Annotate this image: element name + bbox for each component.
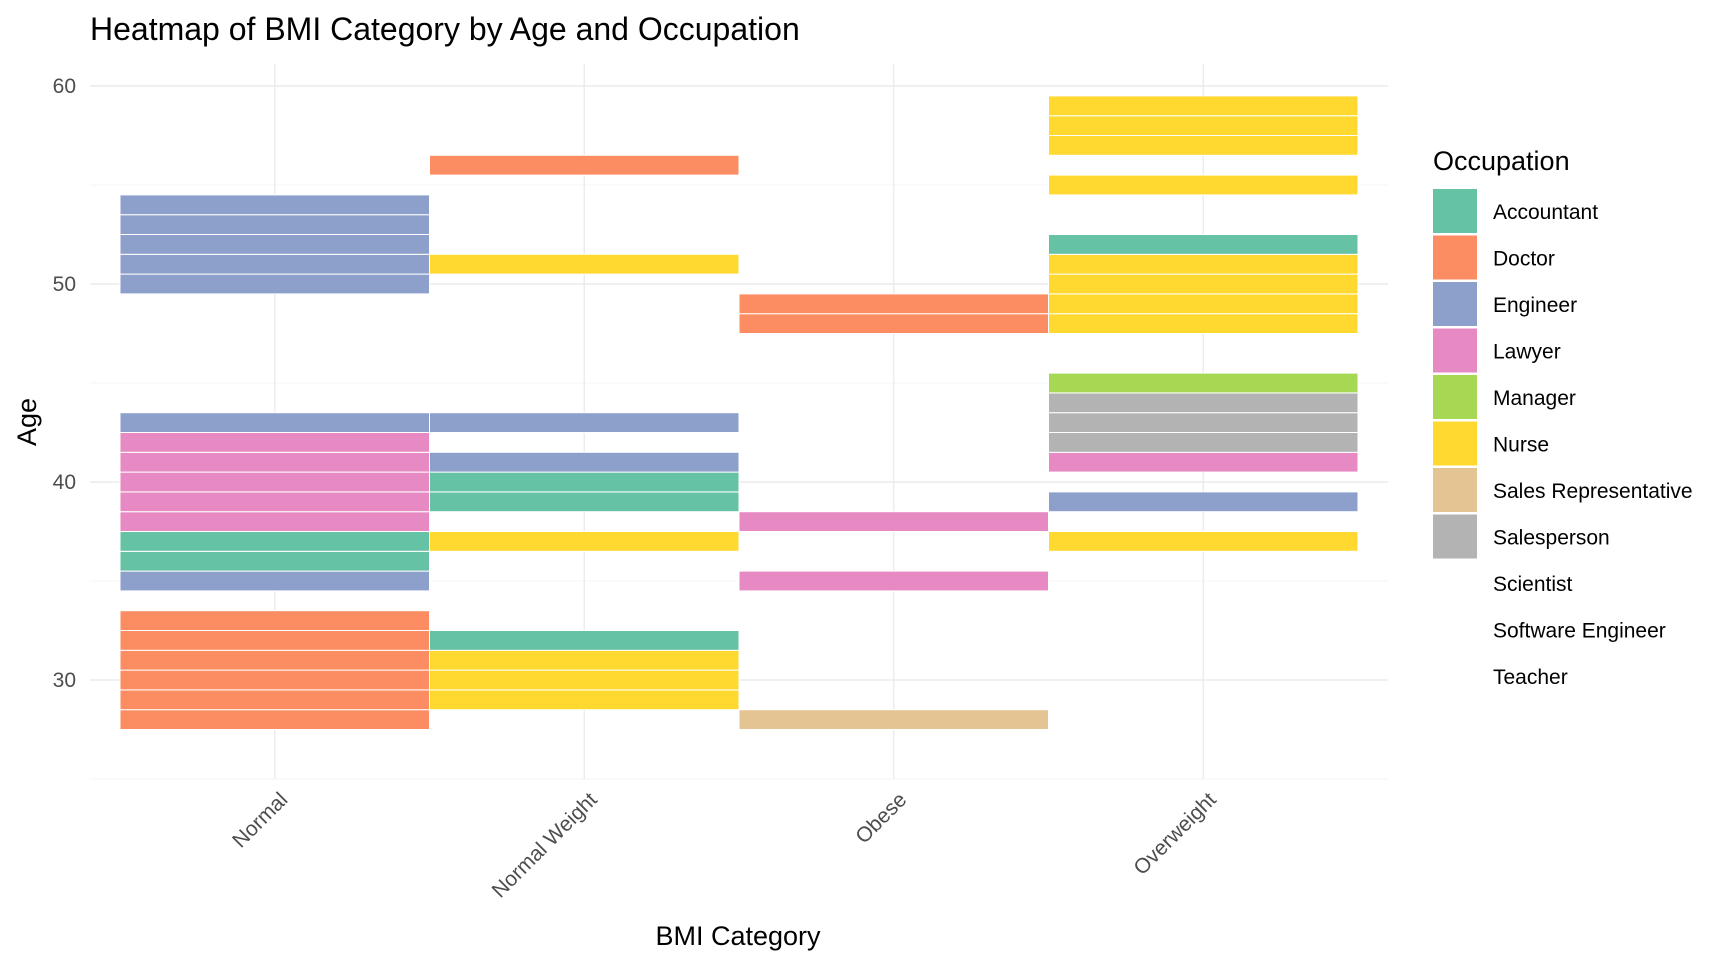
heatmap-cell	[429, 669, 740, 691]
y-tick-label: 40	[53, 471, 76, 494]
x-tick-label: Overweight	[1129, 788, 1220, 879]
heatmap-cell	[119, 234, 430, 255]
heatmap-cell	[119, 471, 430, 493]
heatmap-cell	[1048, 313, 1359, 335]
legend-label: Accountant	[1493, 201, 1598, 224]
heatmap-cell	[429, 649, 740, 671]
legend-swatch	[1433, 375, 1477, 419]
y-axis-title: Age	[12, 398, 42, 446]
heatmap-cell	[119, 610, 430, 632]
x-tick-labels: Normal Normal Weight Obese Overweight	[228, 788, 1221, 902]
legend-swatch	[1433, 514, 1477, 559]
heatmap-cell	[1048, 491, 1359, 513]
heatmap-cell	[429, 531, 740, 552]
heatmap-cell	[738, 313, 1049, 335]
heatmap-cell	[119, 491, 430, 513]
legend-label: Nurse	[1493, 434, 1549, 457]
heatmap-cell	[1048, 412, 1359, 434]
y-tick-label: 60	[53, 75, 76, 98]
heatmap-cell	[738, 511, 1049, 533]
heatmap-cell	[1048, 95, 1359, 117]
legend: Occupation Accountant Doctor Engineer Lawye…	[1433, 146, 1693, 689]
legend-label: Software Engineer	[1493, 620, 1666, 643]
heatmap-cell	[119, 649, 430, 671]
heatmap-cell	[119, 630, 430, 651]
heatmap-cell	[119, 531, 430, 552]
heatmap-cell	[119, 451, 430, 473]
heatmap-cell	[119, 550, 430, 572]
legend-swatch	[1433, 468, 1477, 512]
legend-label: Manager	[1493, 387, 1576, 410]
heatmap-cell	[429, 412, 740, 434]
heatmap-cell	[738, 570, 1049, 592]
heatmap-cell	[119, 570, 430, 592]
heatmap-cell	[429, 154, 740, 176]
legend-label: Scientist	[1493, 573, 1573, 596]
legend-label: Lawyer	[1493, 341, 1561, 364]
legend-label: Teacher	[1493, 666, 1568, 689]
heatmap-cell	[119, 412, 430, 434]
heatmap-cell	[1048, 293, 1359, 315]
y-tick-label: 50	[53, 273, 76, 296]
heatmap-cell	[1048, 432, 1359, 453]
legend-swatch	[1433, 189, 1477, 233]
heatmap-cell	[1048, 135, 1359, 156]
heatmap-cell	[1048, 273, 1359, 295]
heatmap-cell	[429, 491, 740, 513]
heatmap-cell	[738, 709, 1049, 731]
heatmap-cell	[119, 273, 430, 295]
x-axis-title: BMI Category	[655, 921, 821, 951]
heatmap-cell	[429, 253, 740, 275]
x-tick-label: Normal Weight	[488, 788, 602, 902]
heatmap-cell	[429, 689, 740, 711]
heatmap-cell	[1048, 234, 1359, 255]
legend-label: Doctor	[1493, 248, 1555, 271]
heatmap-cell	[119, 511, 430, 533]
heatmap-cell	[1048, 115, 1359, 136]
chart-title: Heatmap of BMI Category by Age and Occup…	[90, 11, 800, 47]
legend-swatch	[1433, 282, 1477, 326]
heatmap-cell	[1048, 451, 1359, 473]
legend-items: Accountant Doctor Engineer Lawyer Manager Nur…	[1433, 189, 1693, 689]
heatmap-cell	[119, 214, 430, 235]
heatmap-cell	[1048, 174, 1359, 196]
heatmap-cell	[119, 432, 430, 453]
legend-label: Engineer	[1493, 294, 1577, 317]
heatmap-cell	[1048, 372, 1359, 394]
heatmap-cell	[1048, 392, 1359, 414]
heatmap-cell	[1048, 253, 1359, 275]
y-tick-label: 30	[53, 669, 76, 692]
legend-label: Sales Representative	[1493, 480, 1693, 503]
heatmap-cell	[119, 253, 430, 275]
x-tick-label: Normal	[228, 788, 292, 852]
heatmap-cell	[429, 471, 740, 493]
legend-title: Occupation	[1433, 146, 1570, 176]
x-tick-label: Obese	[851, 788, 911, 848]
heatmap-cell	[738, 293, 1049, 315]
legend-label: Salesperson	[1493, 527, 1610, 550]
heatmap-cell	[429, 451, 740, 473]
heatmap-cell	[119, 194, 430, 216]
legend-swatch	[1433, 421, 1477, 466]
heatmap-cell	[429, 630, 740, 651]
heatmap-cell	[119, 709, 430, 731]
legend-swatch	[1433, 328, 1477, 373]
heatmap-cell	[1048, 531, 1359, 552]
heatmap-cells	[119, 95, 1359, 731]
legend-swatch	[1433, 235, 1477, 280]
heatmap-cell	[119, 689, 430, 711]
y-tick-labels: 30 40 50 60	[53, 75, 76, 692]
heatmap-cell	[119, 669, 430, 691]
